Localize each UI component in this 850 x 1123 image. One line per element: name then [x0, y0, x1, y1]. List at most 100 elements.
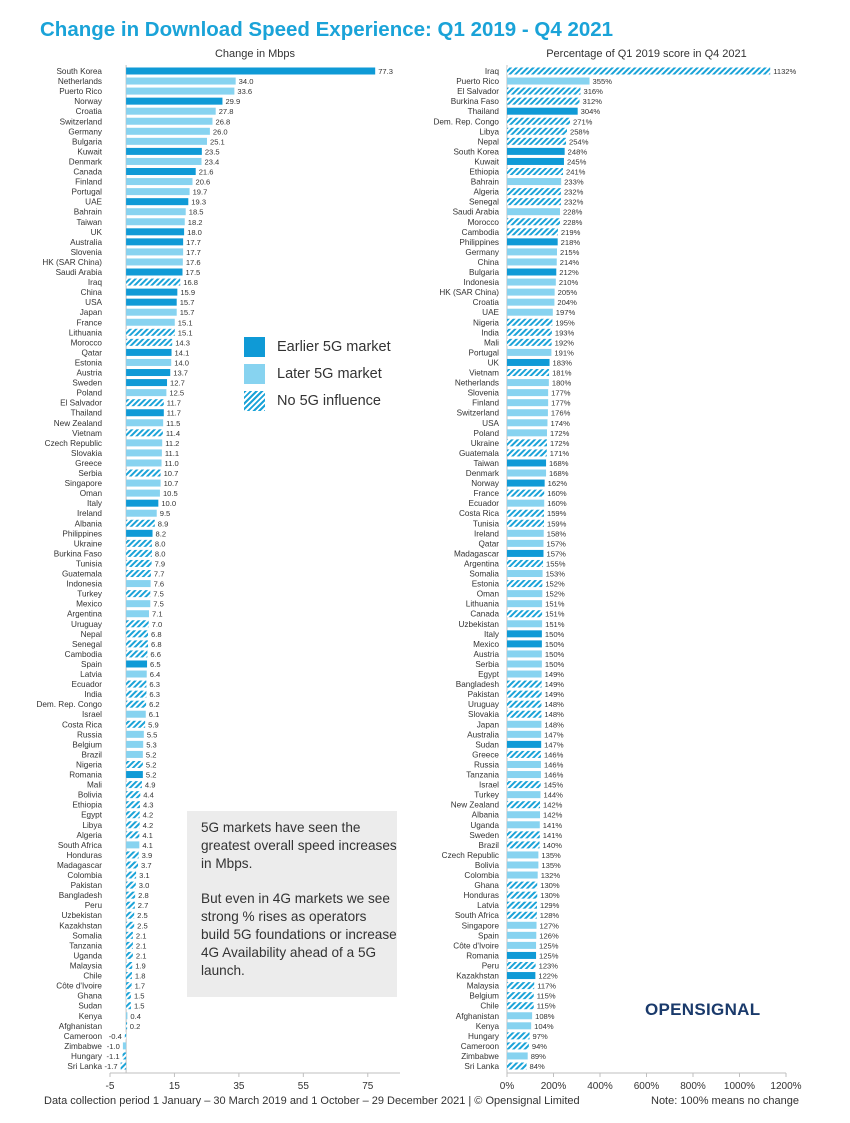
pct-value-label: 130% [540, 881, 560, 890]
pct-category-label: Saudi Arabia [453, 208, 500, 217]
mbps-value-label: 2.8 [138, 891, 149, 900]
pct-bar-romania [507, 951, 537, 959]
pct-value-label: 145% [544, 781, 564, 790]
pct-bar-zimbabwe [507, 1052, 528, 1060]
pct-bar-slovakia [507, 710, 542, 718]
pct-value-label: 158% [547, 529, 567, 538]
pct-category-label: Japan [477, 720, 500, 729]
pct-category-label: El Salvador [457, 87, 499, 96]
pct-value-label: 197% [556, 308, 576, 317]
mbps-bar-netherlands [126, 77, 236, 85]
pct-value-label: 123% [539, 961, 559, 970]
mbps-category-label: Malaysia [70, 961, 103, 970]
pct-category-label: India [481, 328, 499, 337]
mbps-category-label: Thailand [71, 409, 103, 418]
mbps-value-label: 10.5 [163, 489, 178, 498]
mbps-bar-ethiopia [126, 801, 140, 809]
pct-bar-ecuador [507, 499, 545, 507]
pct-category-label: New Zealand [451, 801, 500, 810]
mbps-bar-norway [126, 97, 223, 105]
mbps-category-label: Mali [87, 781, 102, 790]
mbps-bar-morocco [126, 338, 173, 346]
pct-value-label: 140% [543, 841, 563, 850]
pct-value-label: 150% [545, 650, 565, 659]
mbps-value-label: 18.2 [188, 218, 203, 227]
mbps-value-label: 21.6 [199, 168, 214, 177]
annotation-paragraph-2: But even in 4G markets we see strong % r… [201, 891, 397, 978]
mbps-category-label: Libya [82, 821, 102, 830]
pct-value-label: 228% [563, 218, 583, 227]
mbps-category-label: El Salvador [60, 399, 102, 408]
mbps-category-label: Taiwan [77, 218, 103, 227]
pct-bar-thailand [507, 107, 578, 115]
mbps-value-label: -1.0 [107, 1042, 120, 1051]
pct-bar-c-te-d-ivoire [507, 941, 537, 949]
footer-note: Note: 100% means no change [651, 1095, 799, 1107]
pct-value-label: 312% [583, 97, 603, 106]
pct-bar-qatar [507, 539, 544, 547]
mbps-value-label: 25.1 [210, 137, 225, 146]
pct-value-label: 168% [549, 469, 569, 478]
pct-bar-japan [507, 720, 542, 728]
mbps-value-label: 3.7 [141, 861, 152, 870]
pct-value-label: 149% [545, 690, 565, 699]
mbps-value-label: 11.1 [165, 449, 179, 458]
mbps-category-label: Slovakia [71, 449, 102, 458]
mbps-category-label: Uruguay [71, 620, 103, 629]
pct-value-label: 172% [550, 439, 570, 448]
mbps-category-label: Ireland [77, 509, 102, 518]
mbps-bar-dem-rep-congo [126, 700, 147, 708]
mbps-x-tick-label: -5 [106, 1081, 115, 1092]
pct-value-label: 84% [530, 1062, 545, 1071]
mbps-bar-cambodia [126, 650, 148, 658]
pct-category-label: Dem. Rep. Congo [433, 117, 499, 126]
pct-value-label: 117% [537, 982, 556, 991]
mbps-category-label: Kenya [79, 1012, 103, 1021]
pct-bar-russia [507, 760, 541, 768]
mbps-value-label: 7.6 [154, 580, 165, 589]
mbps-value-label: 4.2 [143, 821, 154, 830]
pct-bar-guatemala [507, 449, 547, 457]
pct-category-label: Qatar [479, 539, 500, 548]
mbps-bar-nepal [126, 630, 149, 638]
mbps-value-label: 2.7 [138, 901, 149, 910]
mbps-bar-hk-sar-china [126, 258, 183, 266]
mbps-bar-mexico [126, 600, 151, 608]
mbps-bar-ghana [126, 992, 131, 1000]
mbps-value-label: 13.7 [173, 369, 188, 378]
pct-bar-south-korea [507, 147, 565, 155]
pct-value-label: 180% [552, 379, 572, 388]
mbps-value-label: 11.4 [166, 429, 180, 438]
pct-bar-egypt [507, 670, 542, 678]
mbps-category-label: Dem. Rep. Congo [36, 700, 102, 709]
mbps-bar-costa-rica [126, 720, 146, 728]
pct-value-label: 215% [560, 248, 580, 257]
pct-category-label: Ireland [474, 529, 499, 538]
mbps-category-label: Austria [77, 369, 103, 378]
mbps-category-label: Saudi Arabia [56, 268, 103, 277]
pct-value-label: 135% [541, 851, 561, 860]
left-chart: Change in Mbps -5 15 35 55 75 South Korea 77.3 N… [36, 48, 400, 1092]
pct-bar-singapore [507, 921, 537, 929]
mbps-bar-bangladesh [126, 891, 136, 899]
pct-value-label: 115% [537, 992, 556, 1001]
annotation-paragraph-1: 5G markets have seen the greatest overal… [201, 820, 397, 871]
mbps-category-label: Senegal [72, 640, 102, 649]
mbps-bar-canada [126, 168, 196, 176]
mbps-bar-chile [126, 972, 132, 980]
mbps-value-label: 33.6 [237, 87, 252, 96]
mbps-bar-germany [126, 127, 210, 135]
pct-bar-cambodia [507, 228, 558, 236]
pct-category-label: Colombia [464, 871, 499, 880]
mbps-category-label: Norway [74, 97, 103, 106]
mbps-category-label: France [77, 318, 103, 327]
pct-bar-mexico [507, 640, 542, 648]
pct-value-label: 245% [567, 157, 587, 166]
pct-value-label: 149% [545, 670, 565, 679]
pct-category-label: Thailand [468, 107, 500, 116]
pct-value-label: 205% [558, 288, 578, 297]
mbps-category-label: Tanzania [69, 941, 102, 950]
mbps-value-label: 4.1 [142, 831, 153, 840]
mbps-bar-philippines [126, 529, 153, 537]
pct-bar-pakistan [507, 690, 542, 698]
